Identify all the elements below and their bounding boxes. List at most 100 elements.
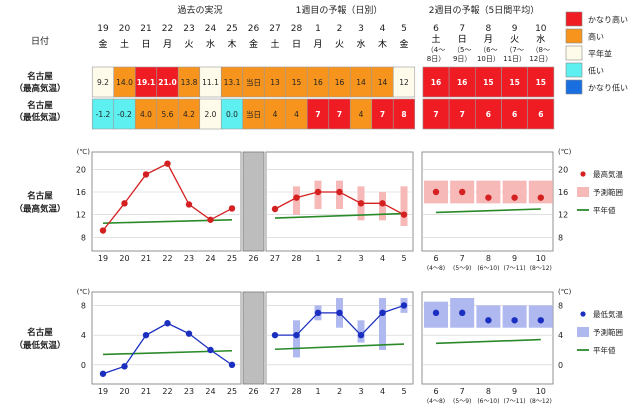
forecast-range-bar (379, 298, 386, 350)
week2-x-tick-label: 10 (536, 254, 546, 263)
observed-point (142, 171, 150, 178)
week2-max-temp-value: 16 (457, 78, 467, 87)
chart-row-label: 名古屋 (27, 327, 53, 338)
week2-range-label: （4〜 (427, 46, 445, 54)
normal-line-week1 (274, 212, 405, 219)
forecast-point (357, 331, 365, 339)
date-label: 日付 (31, 36, 49, 47)
y-axis-unit: (℃) (77, 148, 91, 156)
day-number: 22 (162, 24, 173, 34)
min-temp-value: 0.0 (226, 110, 238, 119)
x-tick-label: 27 (270, 387, 280, 396)
observed-point (99, 227, 107, 234)
week2-day-number: 10 (535, 24, 547, 34)
x-tick-label: 22 (162, 387, 172, 396)
week2-x-sub-label: (6〜10) (477, 265, 499, 272)
x-tick-label: 26 (248, 254, 258, 263)
forecast-range-bar (400, 186, 408, 226)
forecast-point (293, 331, 300, 339)
min-temp-value: 4 (273, 110, 278, 119)
week2-min-temp-value: 6 (512, 110, 517, 119)
week2-x-sub-label: (5〜9) (453, 265, 471, 272)
legend-band-icon (577, 187, 589, 197)
x-tick-label: 19 (98, 387, 108, 396)
weekday-label: 木 (378, 38, 387, 50)
y-tick-label: 4 (81, 331, 86, 340)
week2-x-tick-label: 7 (460, 387, 465, 396)
week2-point (485, 194, 492, 201)
row-sub-label-max: （最高気温） (14, 83, 65, 94)
today-column (242, 291, 265, 385)
week2-max-temp-cell (527, 66, 555, 98)
y-tick-label: 0 (81, 361, 86, 370)
forecast-point (293, 194, 300, 201)
legend-label: 平年並 (588, 49, 612, 59)
max-temp-value: 21.0 (158, 78, 177, 87)
week2-x-sub-label: (7〜11) (504, 265, 526, 272)
observed-point (164, 160, 171, 167)
max-temp-value: 11.1 (202, 78, 219, 87)
min-temp-value: 7 (315, 110, 320, 119)
weekday-label: 日 (141, 39, 150, 50)
observed-point (164, 320, 171, 327)
day-number: 26 (248, 24, 260, 34)
y-tick-label-right: 16 (558, 188, 568, 197)
legend-label: 高い (588, 32, 604, 42)
x-tick-label: 24 (205, 254, 215, 263)
week2-x-sub-label: (6〜10) (477, 398, 499, 405)
week2-range-label: 10日） (477, 55, 500, 63)
observed-point (99, 370, 107, 377)
week2-range-label: 11日） (503, 55, 526, 63)
x-tick-label: 21 (141, 254, 151, 263)
week2-range-box (502, 305, 527, 328)
observed-point (207, 216, 214, 223)
forecast-point (271, 205, 279, 213)
forecast-range-bar (293, 320, 300, 358)
week2-x-sub-label: (8〜12) (530, 265, 552, 272)
week2-day-number: 6 (433, 24, 439, 34)
min-temp-value: 4.0 (140, 110, 152, 119)
week2-range-label: 9日） (453, 55, 471, 63)
chart-row-sub-label: （最低気温） (14, 340, 65, 351)
week2-weekday-label: 火 (510, 34, 519, 45)
max-temp-value: 12 (399, 78, 409, 87)
week2-min-temp-cell (422, 98, 450, 130)
legend-label: 低い (588, 66, 604, 76)
row-label-max: 名古屋 (27, 71, 53, 82)
x-tick-label: 28 (291, 254, 301, 263)
past-section-title: 過去の実況 (177, 4, 222, 16)
row-sub-label-min: （最低気温） (14, 112, 65, 123)
week2-range-label: （5〜 (453, 46, 471, 54)
week2-min-temp-cell (501, 98, 529, 130)
week2-section-title: 2週目の予報（5日間平均） (429, 4, 539, 16)
y-tick-label-right: 4 (558, 331, 563, 340)
legend-normal-label: 平年値 (593, 345, 616, 355)
week2-point (432, 188, 440, 196)
x-tick-label: 19 (98, 254, 108, 263)
x-tick-label: 20 (119, 254, 129, 263)
x-tick-label: 1 (315, 254, 320, 263)
max-temp-value: 9.2 (97, 78, 109, 87)
observed-point (142, 331, 150, 339)
week2-min-temp-value: 6 (538, 110, 543, 119)
week2-point (432, 309, 440, 317)
max-temp-value: 当日 (246, 77, 261, 87)
legend-band-label: 予測範囲 (593, 327, 623, 337)
day-number: 2 (337, 24, 343, 34)
x-tick-label: 23 (184, 387, 194, 396)
day-number: 1 (315, 24, 321, 34)
min-temp-value: 4 (294, 110, 299, 119)
legend-normal-label: 平年値 (593, 205, 616, 215)
forecast-point (379, 309, 386, 317)
weekday-label: 日 (292, 39, 301, 50)
max-temp-value: 19.1 (137, 78, 156, 87)
weekday-label: 金 (399, 38, 408, 50)
y-axis-unit-right: (℃) (558, 288, 572, 296)
week2-min-temp-cell (448, 98, 476, 130)
x-tick-label: 22 (162, 254, 172, 263)
max-temp-value: 15 (292, 78, 302, 87)
week2-point (537, 317, 544, 324)
week2-day-number: 7 (459, 24, 465, 34)
week2-x-sub-label: (4〜8) (427, 265, 445, 272)
week2-point (511, 317, 518, 324)
